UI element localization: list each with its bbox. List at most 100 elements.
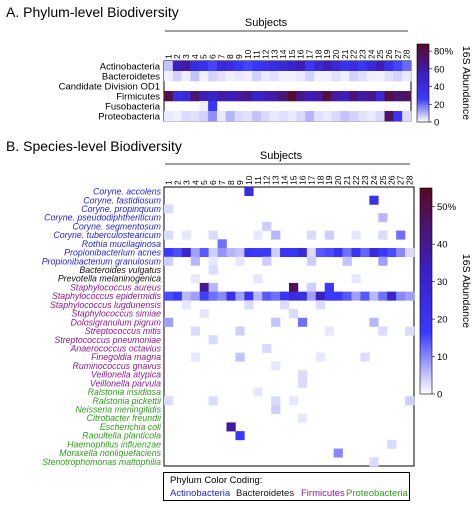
x-tick-label: 20 [331, 49, 341, 59]
row-label-coryne-accolens: Coryne. accolens [93, 187, 162, 197]
heatmap-cell [297, 378, 308, 388]
colorbar-tick-label: 20 [437, 315, 448, 326]
x-tick-label: 18 [313, 49, 323, 59]
heatmap-cell [208, 71, 218, 82]
heatmap-cell [324, 282, 334, 292]
heatmap-cell [340, 91, 350, 102]
x-tick-label: 5 [199, 180, 209, 185]
x-tick-label: 9 [235, 180, 245, 185]
heatmap-cell [172, 71, 182, 82]
heatmap-cell [269, 91, 279, 102]
heatmap-cell [342, 256, 352, 266]
heatmap-cell [226, 248, 236, 258]
legend-entry-bacteroidetes: Bacteroidetes [236, 488, 295, 499]
x-tick-label: 8 [225, 54, 235, 59]
heatmap-cell [225, 61, 235, 72]
heatmap-cell [262, 343, 272, 353]
heatmap-cell [243, 111, 253, 122]
heatmap-cell [297, 317, 308, 327]
row-label-coryne-segmentosum: Coryne. segmentosum [73, 221, 162, 231]
row-label-raoultella-planticola: Raoultella planticola [82, 431, 161, 441]
x-tick-label: 5 [199, 54, 209, 59]
heatmap-cell [306, 291, 317, 301]
heatmap-cell [378, 248, 388, 258]
heatmap-cell [324, 291, 334, 301]
heatmap-cell [331, 71, 341, 82]
row-label-ralstonia-pickettii: Ralstonia pickettii [93, 396, 162, 406]
x-tick-label: 4 [190, 180, 200, 185]
row-label-dolosigranulum-pigrum: Dolosigranulum pigrum [71, 317, 161, 327]
heatmap-cell [280, 291, 290, 301]
panel-a: A. Phylum-level Biodiversity Subjects 12… [6, 4, 472, 129]
heatmap-cell [225, 111, 235, 122]
heatmap-cell [342, 248, 352, 258]
x-tick-label: 10 [243, 49, 253, 59]
heatmap-cell [164, 248, 174, 258]
colorbar-tick-label: 60 [434, 64, 445, 75]
heatmap-cell [181, 230, 192, 240]
panel-a-title: A. Phylum-level Biodiversity [6, 4, 179, 20]
x-tick-label: 22 [349, 49, 359, 59]
x-tick-label: 12 [260, 49, 270, 59]
heatmap-cell [405, 248, 415, 258]
panel-b-colorbar-label: 16S Abundance [460, 254, 472, 328]
row-label-veillonella-atypica: Veillonella atypica [91, 370, 161, 380]
x-tick-label: 8 [226, 180, 236, 185]
heatmap-cell [360, 248, 370, 258]
heatmap-cell [349, 61, 359, 72]
heatmap-cell [358, 111, 368, 122]
x-tick-label: 3 [181, 180, 191, 185]
heatmap-cell [243, 61, 253, 72]
panel-b-cells [164, 187, 415, 467]
heatmap-cell [262, 248, 272, 258]
heatmap-cell [208, 282, 218, 292]
heatmap-cell [305, 61, 315, 72]
heatmap-cell [278, 71, 288, 82]
heatmap-cell [313, 91, 324, 102]
heatmap-cell [190, 326, 201, 336]
heatmap-cell [305, 91, 315, 102]
x-tick-label: 26 [387, 175, 397, 185]
row-label-streptococcus-pneumoniae: Streptococcus pneumoniae [54, 335, 161, 345]
row-label-staphylococcus-simiae: Staphylococcus simiae [72, 309, 162, 319]
legend-entry-firmicutes: Firmicutes [301, 488, 345, 499]
panel-b-x-ticks: 1234567891011121314151617181920212223242… [163, 175, 414, 185]
row-label-finegoldia-magna: Finegoldia magna [91, 352, 161, 362]
heatmap-cell [269, 61, 279, 72]
heatmap-cell [190, 248, 201, 258]
colorbar-tick-label: 50% [437, 202, 457, 213]
x-tick-label: 17 [306, 175, 316, 185]
heatmap-cell [315, 300, 326, 310]
heatmap-cell [252, 111, 262, 122]
heatmap-cell [243, 91, 253, 102]
x-tick-label: 11 [252, 50, 262, 59]
heatmap-cell [235, 352, 245, 362]
heatmap-cell [405, 326, 415, 336]
heatmap-cell [315, 352, 326, 362]
heatmap-cell [181, 248, 192, 258]
heatmap-cell [181, 300, 192, 310]
heatmap-cell [297, 248, 308, 258]
row-label-actinobacteria: Actinobacteria [100, 62, 161, 73]
heatmap-cell [199, 91, 209, 102]
heatmap-cell [369, 195, 379, 205]
row-label-bacteroidetes: Bacteroidetes [102, 72, 160, 83]
row-label-proteobacteria: Proteobacteria [98, 112, 161, 123]
heatmap-cell [217, 239, 227, 249]
heatmap-cell [252, 71, 262, 82]
heatmap-cell [351, 274, 361, 284]
x-tick-label: 27 [393, 49, 403, 59]
heatmap-cell [216, 61, 227, 72]
heatmap-cell [306, 230, 317, 240]
heatmap-cell [235, 248, 245, 258]
heatmap-cell [369, 317, 379, 327]
heatmap-cell [172, 61, 182, 72]
heatmap-cell [375, 111, 385, 122]
heatmap-cell [387, 291, 397, 301]
x-tick-label: 25 [375, 49, 385, 59]
x-tick-label: 14 [280, 175, 290, 185]
heatmap-cell [172, 91, 182, 102]
x-tick-label: 18 [315, 175, 325, 185]
row-label-staphylococcus-lugdunensis: Staphylococcus lugdunensis [50, 300, 162, 310]
